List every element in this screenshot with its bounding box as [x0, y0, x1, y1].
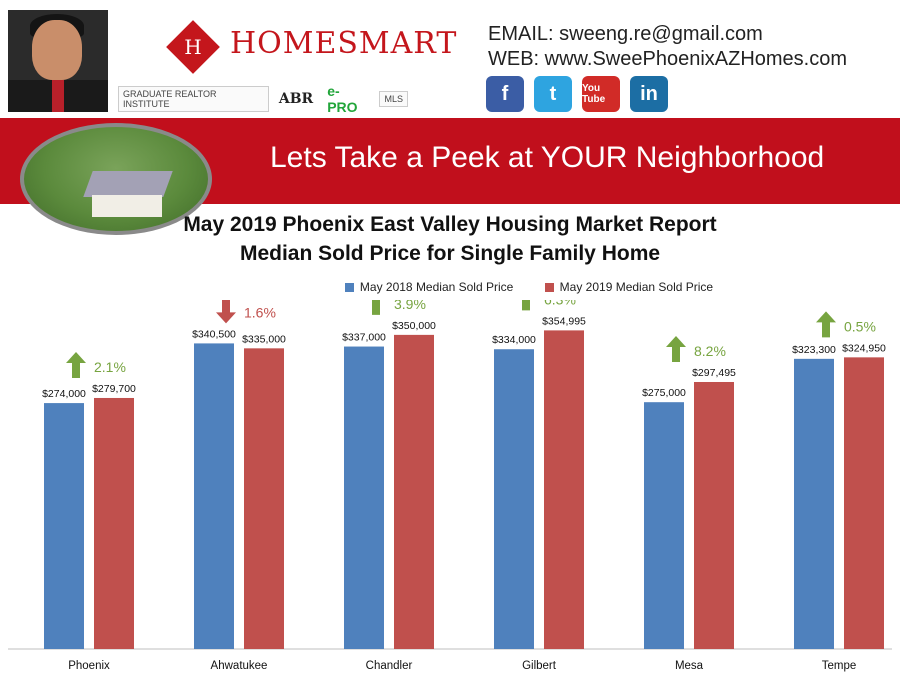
brand-diamond-icon: H — [166, 20, 220, 74]
bar-chandler-2018 — [344, 346, 384, 649]
up-arrow-icon-chandler — [372, 300, 380, 315]
data-label-phoenix-2019: $279,700 — [92, 383, 136, 395]
brand-name: HOMESMART — [230, 26, 458, 61]
legend-swatch-2019 — [544, 282, 554, 292]
data-label-chandler-2019: $350,000 — [392, 320, 436, 332]
bar-mesa-2019 — [694, 381, 734, 649]
category-label-phoenix: Phoenix — [68, 660, 110, 672]
data-label-mesa-2018: $275,000 — [642, 387, 686, 399]
neighborhood-image — [20, 123, 212, 235]
change-label-mesa: 8.2% — [694, 343, 726, 359]
category-label-chandler: Chandler — [366, 660, 413, 672]
data-label-tempe-2019: $324,950 — [842, 342, 886, 354]
data-label-gilbert-2019: $354,995 — [542, 315, 586, 327]
email-line[interactable]: EMAIL: sweeng.re@gmail.com — [488, 23, 763, 45]
bar-phoenix-2018 — [44, 403, 84, 649]
banner-title: Lets Take a Peek at YOUR Neighborhood — [270, 141, 825, 174]
change-label-gilbert: 6.3% — [544, 300, 576, 307]
legend-label-2019: May 2019 Median Sold Price — [559, 280, 714, 294]
chart-title-block: May 2019 Phoenix East Valley Housing Mar… — [0, 210, 900, 268]
linkedin-icon[interactable]: in — [630, 76, 668, 112]
data-label-phoenix-2018: $274,000 — [42, 388, 86, 400]
category-label-mesa: Mesa — [675, 660, 704, 672]
bar-tempe-2019 — [844, 357, 884, 649]
bar-ahwatukee-2019 — [244, 348, 284, 649]
legend-item-2019: May 2019 Median Sold Price — [544, 280, 714, 294]
data-label-ahwatukee-2018: $340,500 — [192, 328, 236, 340]
change-label-phoenix: 2.1% — [94, 359, 126, 375]
legend-label-2018: May 2018 Median Sold Price — [359, 280, 514, 294]
data-label-chandler-2018: $337,000 — [342, 332, 386, 344]
badge-epro: e-PRO — [327, 83, 358, 115]
agent-portrait — [8, 10, 108, 112]
bar-ahwatukee-2018 — [194, 343, 234, 649]
up-arrow-icon-phoenix — [66, 351, 86, 378]
data-label-mesa-2019: $297,495 — [692, 367, 736, 379]
category-label-ahwatukee: Ahwatukee — [211, 660, 268, 672]
up-arrow-icon-gilbert — [522, 300, 530, 311]
data-label-ahwatukee-2019: $335,000 — [242, 333, 286, 345]
chart-title: May 2019 Phoenix East Valley Housing Mar… — [183, 213, 717, 236]
social-links: f t You Tube in — [486, 76, 668, 112]
up-arrow-icon-tempe — [816, 311, 836, 338]
brand-logo: H HOMESMART — [166, 20, 456, 82]
up-arrow-icon-mesa — [666, 335, 686, 362]
legend-item-2018: May 2018 Median Sold Price — [344, 280, 514, 294]
change-label-chandler: 3.9% — [394, 300, 426, 312]
web-line[interactable]: WEB: www.SweePhoenixAZHomes.com — [488, 48, 848, 70]
bar-gilbert-2018 — [494, 349, 534, 649]
bar-phoenix-2019 — [94, 397, 134, 649]
bar-tempe-2018 — [794, 358, 834, 649]
header: H HOMESMART GRADUATE REALTOR INSTITUTE A… — [0, 0, 900, 118]
change-label-ahwatukee: 1.6% — [244, 304, 276, 320]
certification-badges: GRADUATE REALTOR INSTITUTE ABR e-PRO MLS — [118, 83, 408, 115]
chart-subtitle: Median Sold Price for Single Family Home — [239, 242, 661, 265]
bar-mesa-2018 — [644, 402, 684, 649]
data-label-gilbert-2018: $334,000 — [492, 334, 536, 346]
badge-abr: ABR — [278, 91, 314, 107]
contact-info: EMAIL: sweeng.re@gmail.com WEB: www.Swee… — [488, 22, 847, 72]
down-arrow-icon-ahwatukee — [216, 300, 236, 324]
chart-legend: May 2018 Median Sold Price May 2019 Medi… — [0, 280, 900, 295]
bar-gilbert-2019 — [544, 330, 584, 649]
legend-swatch-2018 — [344, 282, 354, 292]
category-label-gilbert: Gilbert — [522, 660, 557, 672]
bar-chandler-2019 — [394, 334, 434, 649]
twitter-icon[interactable]: t — [534, 76, 572, 112]
change-label-tempe: 0.5% — [844, 318, 876, 334]
data-label-tempe-2018: $323,300 — [792, 344, 836, 356]
bar-chart: $274,000 $279,700 Phoenix 2.1% $340,500 $335,… — [8, 300, 892, 672]
youtube-icon[interactable]: You Tube — [582, 76, 620, 112]
badge-gri: GRADUATE REALTOR INSTITUTE — [118, 86, 269, 112]
badge-mls: MLS — [379, 91, 408, 107]
facebook-icon[interactable]: f — [486, 76, 524, 112]
category-label-tempe: Tempe — [822, 660, 857, 672]
